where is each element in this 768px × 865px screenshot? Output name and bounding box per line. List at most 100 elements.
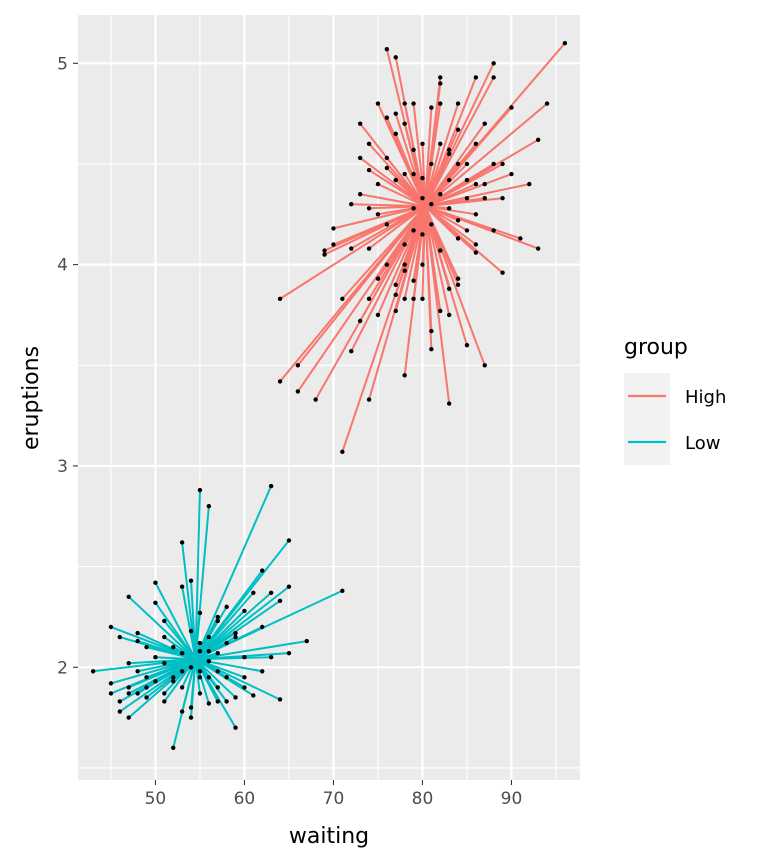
point-high: [411, 296, 416, 302]
segment-low: [194, 658, 219, 702]
point-high: [482, 195, 487, 201]
point-low: [215, 669, 220, 674]
point-high: [455, 101, 461, 106]
point-high: [402, 373, 407, 378]
legend: group High Low: [624, 335, 726, 465]
point-low: [162, 661, 167, 666]
point-high: [393, 177, 398, 183]
point-low: [108, 681, 114, 686]
point-high: [411, 228, 416, 233]
point-high: [411, 171, 416, 177]
point-low: [108, 624, 114, 630]
segment-low: [119, 658, 197, 713]
point-high: [411, 147, 416, 153]
point-high: [384, 222, 390, 227]
point-high: [438, 191, 443, 197]
point-high: [438, 308, 443, 314]
segment-high: [324, 205, 426, 256]
point-high: [500, 195, 505, 201]
point-high: [446, 151, 452, 157]
grid-major: [78, 15, 580, 780]
segment-high: [424, 205, 494, 232]
point-high: [357, 121, 363, 126]
segment-high: [424, 205, 451, 290]
segment-high: [377, 205, 426, 280]
x-tick-label: 50: [145, 789, 167, 809]
segment-high: [424, 163, 433, 207]
x-tick-label: 90: [501, 789, 523, 809]
point-high: [482, 121, 487, 126]
segment-high: [403, 206, 427, 300]
point-low: [206, 701, 212, 706]
point-low: [153, 580, 158, 585]
point-high: [429, 105, 434, 110]
point-low: [206, 659, 212, 664]
point-low: [126, 691, 131, 696]
point-low: [179, 584, 185, 589]
point-low: [224, 675, 229, 680]
point-high: [429, 346, 434, 352]
point-high: [393, 292, 398, 298]
segment-high: [359, 157, 426, 208]
point-high: [446, 206, 452, 211]
point-high: [455, 276, 461, 281]
segment-high: [424, 149, 451, 207]
point-low: [144, 695, 149, 700]
point-high: [482, 181, 487, 187]
segment-high: [279, 205, 426, 300]
segment-low: [194, 610, 246, 660]
legend-title: group: [624, 335, 688, 360]
point-low: [153, 600, 158, 606]
point-high: [411, 278, 416, 283]
point-high: [349, 348, 354, 354]
point-low: [171, 675, 176, 680]
point-low: [260, 624, 265, 630]
point-low: [242, 608, 247, 614]
point-high: [384, 47, 390, 52]
point-low: [188, 578, 194, 583]
point-low: [90, 669, 96, 674]
point-low: [260, 568, 265, 573]
point-high: [438, 248, 443, 253]
points-layer: [90, 40, 568, 750]
segment-high: [424, 103, 460, 207]
segment-low: [194, 658, 201, 678]
segment-low: [194, 612, 201, 660]
segment-high: [424, 183, 477, 208]
point-high: [455, 127, 461, 132]
legend-label-high: High: [685, 387, 726, 408]
x-axis-title: waiting: [289, 824, 369, 849]
point-low: [215, 650, 220, 656]
segment-high: [424, 206, 442, 312]
point-high: [420, 195, 425, 201]
point-low: [135, 669, 140, 674]
segment-high: [424, 206, 451, 316]
point-low: [162, 618, 167, 624]
point-low: [233, 725, 238, 730]
point-low: [197, 648, 203, 654]
point-high: [464, 177, 470, 183]
point-high: [455, 161, 461, 167]
point-low: [277, 697, 283, 702]
segment-low: [194, 658, 228, 703]
point-low: [117, 634, 123, 640]
point-low: [215, 614, 220, 620]
point-high: [295, 363, 301, 368]
point-high: [429, 161, 434, 167]
point-high: [402, 262, 407, 267]
point-low: [251, 693, 256, 698]
point-high: [393, 55, 398, 60]
y-tick-label: 4: [57, 256, 68, 276]
point-low: [286, 538, 292, 543]
point-high: [491, 61, 496, 66]
point-high: [464, 195, 470, 201]
y-axis-title: eruptions: [19, 346, 44, 450]
segment-low: [190, 630, 197, 660]
point-high: [544, 101, 550, 106]
point-high: [518, 236, 523, 241]
segment-high: [424, 163, 459, 207]
point-high: [482, 363, 487, 368]
segment-low: [190, 659, 197, 708]
point-high: [393, 308, 398, 314]
